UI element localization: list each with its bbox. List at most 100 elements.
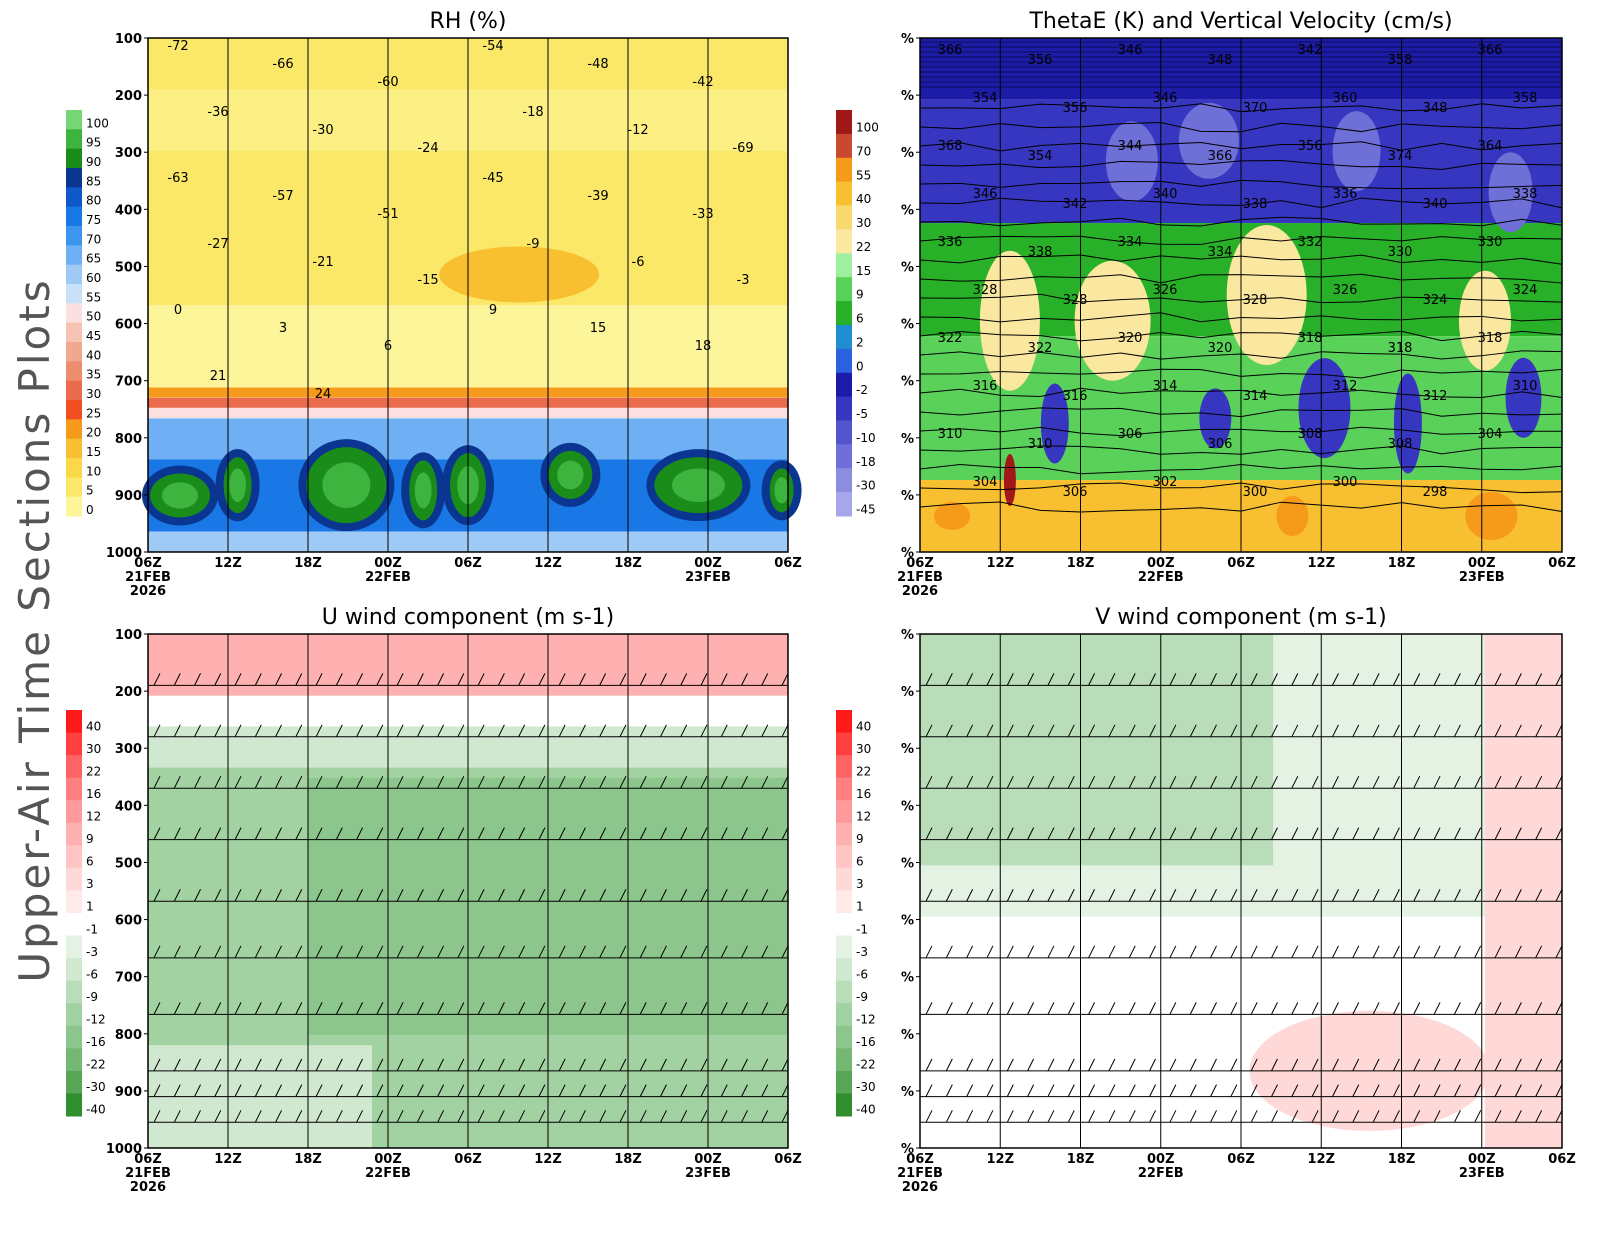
- barb-flag: [578, 775, 586, 789]
- barb-flag: [660, 775, 667, 789]
- barb-flag: [741, 673, 748, 686]
- barb-flag: [1230, 1058, 1238, 1072]
- barb-flag: [194, 724, 201, 738]
- contour-label: 15: [590, 321, 607, 336]
- barb-flag: [1535, 673, 1543, 686]
- barb-flag: [376, 1058, 384, 1072]
- contour-label: 338: [1028, 245, 1053, 260]
- colorbar-swatch: [66, 980, 82, 1004]
- barb-flag: [1433, 945, 1441, 959]
- barb-flag: [660, 1002, 667, 1015]
- x-tick-label: 00Z: [1147, 556, 1175, 571]
- contour-label: 21: [210, 369, 227, 384]
- barb-flag: [1474, 889, 1482, 902]
- panel-title: V wind component (m s-1): [1095, 605, 1387, 630]
- barb-flag: [194, 1084, 201, 1097]
- barb-flag: [1189, 945, 1197, 959]
- barb-flag: [173, 1110, 181, 1123]
- barb-flag: [214, 775, 222, 789]
- x-date-label: 21FEB: [897, 1166, 943, 1181]
- colorbar-label: 90: [86, 155, 101, 169]
- barb-flag: [1108, 1084, 1116, 1097]
- barb-flag: [966, 827, 974, 840]
- colorbar-label: -6: [86, 967, 98, 981]
- barb-flag: [1352, 775, 1360, 789]
- contour-label: -72: [167, 39, 188, 54]
- barb-flag: [477, 775, 485, 789]
- barb-flag: [1271, 1058, 1278, 1072]
- barb-flag: [1372, 1110, 1380, 1123]
- contour-label: -45: [482, 171, 503, 186]
- barb-flag: [335, 889, 343, 902]
- barb-flag: [234, 724, 242, 738]
- barb-flag: [1047, 889, 1055, 902]
- contour-label: 320: [1118, 331, 1143, 346]
- contour-label: -6: [632, 255, 645, 270]
- contour-label: 328: [1063, 293, 1088, 308]
- barb-flag: [1535, 775, 1543, 789]
- barb-flag: [1311, 1110, 1319, 1123]
- barb-flag: [1332, 889, 1339, 902]
- barb-flag: [1189, 1002, 1197, 1015]
- barb-flag: [639, 775, 647, 789]
- barb-flag: [497, 1084, 505, 1097]
- contour-label: -39: [587, 189, 608, 204]
- barb-flag: [720, 945, 728, 959]
- colorbar-label: 30: [86, 742, 101, 756]
- contour-label: 318: [1298, 331, 1323, 346]
- colorbar-swatch: [66, 284, 82, 304]
- barb-flag: [761, 724, 769, 738]
- barb-flag: [416, 945, 424, 959]
- barb-flag: [1474, 1058, 1482, 1072]
- barb-flag: [1453, 724, 1461, 738]
- field-blob: [1003, 454, 1016, 507]
- barb-flag: [356, 1002, 364, 1015]
- barb-flag: [1088, 673, 1096, 686]
- contour-label: -15: [417, 273, 438, 288]
- contour-label: 356: [1298, 139, 1323, 154]
- barb-flag: [966, 1084, 974, 1097]
- barb-flag: [1494, 1058, 1502, 1072]
- x-date-label: 21FEB: [125, 570, 171, 585]
- barb-flag: [1453, 1002, 1461, 1015]
- barb-flag: [1108, 775, 1116, 789]
- barb-flag: [1271, 945, 1278, 959]
- colorbar-label: 50: [86, 310, 101, 324]
- barb-flag: [275, 1110, 282, 1123]
- barb-flag: [437, 673, 445, 686]
- barb-flag: [497, 945, 505, 959]
- field-blob: [1298, 358, 1351, 459]
- barb-flag: [1372, 1084, 1380, 1097]
- barb-flag: [1413, 1002, 1421, 1015]
- barb-flag: [700, 1110, 708, 1123]
- barb-flag: [295, 724, 303, 738]
- barb-flag: [437, 1002, 445, 1015]
- barb-flag: [335, 945, 343, 959]
- barb-flag: [234, 1002, 242, 1015]
- barb-flag: [925, 1084, 933, 1097]
- barb-flag: [741, 827, 748, 840]
- colorbar-swatch: [836, 822, 852, 846]
- barb-flag: [376, 945, 384, 959]
- contour-label: -30: [312, 123, 333, 138]
- barb-flag: [925, 1110, 933, 1123]
- x-date-label: 22FEB: [1138, 1166, 1184, 1181]
- barb-flag: [356, 1084, 364, 1097]
- y-tick-label: 1000: [106, 1142, 142, 1157]
- barb-flag: [275, 673, 282, 686]
- contour-label: 364: [1478, 139, 1503, 154]
- barb-flag: [639, 1084, 647, 1097]
- barb-flag: [1332, 775, 1339, 789]
- barb-flag: [1169, 1110, 1177, 1123]
- barb-flag: [1372, 945, 1380, 959]
- barb-flag: [741, 1002, 748, 1015]
- barb-flag: [1392, 775, 1400, 789]
- colorbar-label: -40: [86, 1103, 106, 1117]
- y-tick-label: %: [901, 375, 914, 390]
- contour-label: 330: [1388, 245, 1413, 260]
- barb-flag: [1433, 827, 1441, 840]
- barb-flag: [497, 827, 505, 840]
- colorbar-swatch: [66, 1048, 82, 1072]
- barb-flag: [1311, 889, 1319, 902]
- barb-flag: [538, 1058, 546, 1072]
